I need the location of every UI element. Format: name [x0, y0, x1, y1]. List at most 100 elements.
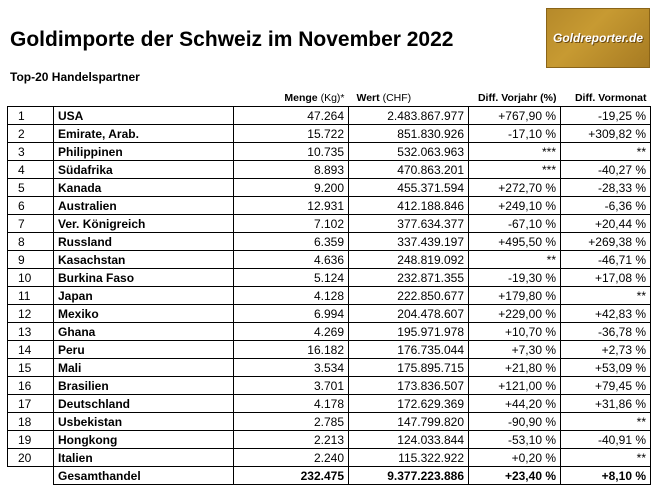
vorjahr-cell: -90,90 %: [468, 412, 561, 431]
menge-cell: 15.722: [233, 124, 349, 143]
table-row: 5 Kanada 9.200 455.371.594 +272,70 % -28,33 %: [7, 178, 651, 197]
wert-cell: 172.629.369: [348, 394, 469, 413]
vorjahr-cell: -67,10 %: [468, 214, 561, 233]
goldreporter-logo: Goldreporter.de: [546, 8, 650, 68]
gold-imports-table: Menge (Kg)* Wert (CHF) Diff. Vorjahr (%)…: [7, 88, 651, 485]
vorjahr-cell: +121,00 %: [468, 376, 561, 395]
wert-cell: 173.836.507: [348, 376, 469, 395]
country-cell: Philippinen: [53, 142, 234, 161]
table-row: 3 Philippinen 10.735 532.063.963 *** **: [7, 142, 651, 161]
vormonat-cell: -40,91 %: [560, 430, 651, 449]
menge-cell: 4.269: [233, 322, 349, 341]
rank-cell: 6: [7, 196, 54, 215]
country-cell: Emirate, Arab.: [53, 124, 234, 143]
vormonat-cell: -19,25 %: [560, 106, 651, 125]
wert-cell: 115.322.922: [348, 448, 469, 467]
table-row: 12 Mexiko 6.994 204.478.607 +229,00 % +42,83 …: [7, 304, 651, 323]
table-row: 8 Russland 6.359 337.439.197 +495,50 % +269,3…: [7, 232, 651, 251]
vormonat-cell: +79,45 %: [560, 376, 651, 395]
menge-cell: 47.264: [233, 106, 349, 125]
vormonat-cell: +53,09 %: [560, 358, 651, 377]
country-cell: Australien: [53, 196, 234, 215]
vorjahr-cell: +767,90 %: [468, 106, 561, 125]
vormonat-cell: +269,38 %: [560, 232, 651, 251]
menge-cell: 12.931: [233, 196, 349, 215]
total-vorjahr: +23,40 %: [468, 466, 561, 485]
rank-cell: 2: [7, 124, 54, 143]
rank-cell: 16: [7, 376, 54, 395]
wert-cell: 232.871.355: [348, 268, 469, 287]
rank-cell: 15: [7, 358, 54, 377]
wert-cell: 412.188.846: [348, 196, 469, 215]
table-subtitle: Top-20 Handelspartner: [10, 70, 140, 84]
wert-cell: 147.799.820: [348, 412, 469, 431]
vorjahr-cell: ***: [468, 160, 561, 179]
table-row: 10 Burkina Faso 5.124 232.871.355 -19,30 % +1…: [7, 268, 651, 287]
vormonat-cell: +2,73 %: [560, 340, 651, 359]
wert-cell: 195.971.978: [348, 322, 469, 341]
wert-cell: 455.371.594: [348, 178, 469, 197]
table-row: 16 Brasilien 3.701 173.836.507 +121,00 % +79,…: [7, 376, 651, 395]
wert-cell: 470.863.201: [348, 160, 469, 179]
menge-cell: 3.534: [233, 358, 349, 377]
menge-cell: 2.213: [233, 430, 349, 449]
header-country: [54, 88, 234, 107]
country-cell: Russland: [53, 232, 234, 251]
logo-text: Goldreporter.de: [552, 31, 644, 45]
rank-cell: 4: [7, 160, 54, 179]
menge-cell: 8.893: [233, 160, 349, 179]
country-cell: Japan: [53, 286, 234, 305]
vorjahr-cell: +495,50 %: [468, 232, 561, 251]
menge-cell: 6.994: [233, 304, 349, 323]
table-row: 17 Deutschland 4.178 172.629.369 +44,20 % +31…: [7, 394, 651, 413]
vormonat-cell: -28,33 %: [560, 178, 651, 197]
wert-cell: 2.483.867.977: [348, 106, 469, 125]
total-vormonat: +8,10 %: [560, 466, 651, 485]
menge-cell: 4.178: [233, 394, 349, 413]
rank-cell: 8: [7, 232, 54, 251]
country-cell: Peru: [53, 340, 234, 359]
vormonat-cell: -40,27 %: [560, 160, 651, 179]
vorjahr-cell: +44,20 %: [468, 394, 561, 413]
vormonat-cell: -46,71 %: [560, 250, 651, 269]
vormonat-cell: **: [560, 286, 651, 305]
vorjahr-cell: -53,10 %: [468, 430, 561, 449]
total-blank-cell: [8, 467, 54, 485]
menge-cell: 2.785: [233, 412, 349, 431]
rank-cell: 5: [7, 178, 54, 197]
vorjahr-cell: -19,30 %: [468, 268, 561, 287]
total-menge: 232.475: [233, 466, 349, 485]
country-cell: Burkina Faso: [53, 268, 234, 287]
vorjahr-cell: +10,70 %: [468, 322, 561, 341]
menge-cell: 10.735: [233, 142, 349, 161]
wert-cell: 532.063.963: [348, 142, 469, 161]
wert-cell: 851.830.926: [348, 124, 469, 143]
table-row: 18 Usbekistan 2.785 147.799.820 -90,90 % **: [7, 412, 651, 431]
country-cell: Ghana: [53, 322, 234, 341]
menge-cell: 3.701: [233, 376, 349, 395]
vorjahr-cell: ***: [468, 142, 561, 161]
country-cell: USA: [53, 106, 234, 125]
vorjahr-cell: +272,70 %: [468, 178, 561, 197]
rank-cell: 14: [7, 340, 54, 359]
table-row: 19 Hongkong 2.213 124.033.844 -53,10 % -40,91…: [7, 430, 651, 449]
vormonat-cell: **: [560, 412, 651, 431]
rank-cell: 1: [7, 106, 54, 125]
menge-cell: 7.102: [233, 214, 349, 233]
vormonat-cell: +20,44 %: [560, 214, 651, 233]
vormonat-cell: +42,83 %: [560, 304, 651, 323]
total-label: Gesamthandel: [53, 466, 234, 485]
rank-cell: 12: [7, 304, 54, 323]
vorjahr-cell: +0,20 %: [468, 448, 561, 467]
vormonat-cell: -6,36 %: [560, 196, 651, 215]
country-cell: Brasilien: [53, 376, 234, 395]
table-row: 1 USA 47.264 2.483.867.977 +767,90 % -19,25 %: [7, 106, 651, 125]
wert-cell: 222.850.677: [348, 286, 469, 305]
vorjahr-cell: +7,30 %: [468, 340, 561, 359]
rank-cell: 11: [7, 286, 54, 305]
country-cell: Usbekistan: [53, 412, 234, 431]
menge-cell: 16.182: [233, 340, 349, 359]
country-cell: Mexiko: [53, 304, 234, 323]
header-vormonat: Diff. Vormonat: [574, 92, 647, 104]
rank-cell: 20: [7, 448, 54, 467]
